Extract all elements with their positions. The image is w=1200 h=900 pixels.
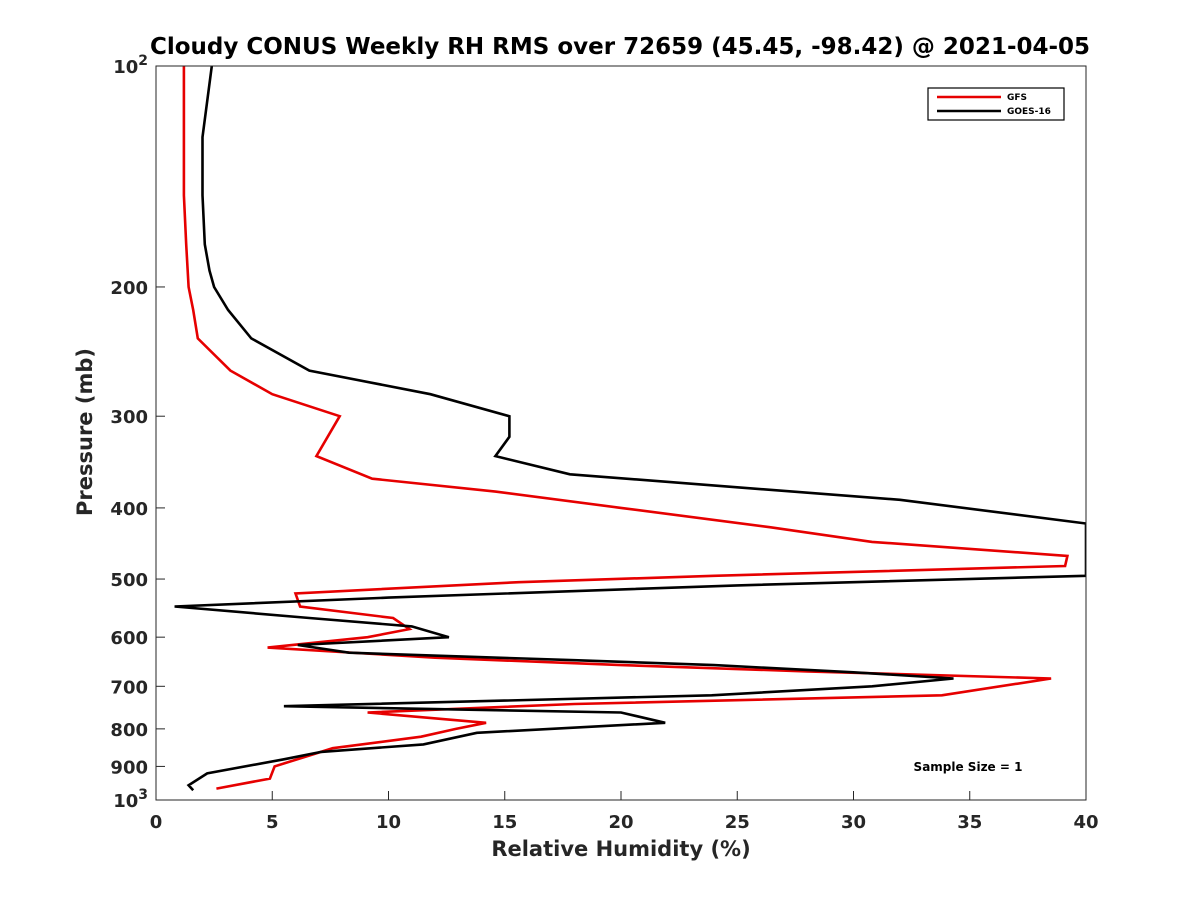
y-tick-label: 600 [110,628,148,649]
ticks-layer: 0 5 10 15 20 25 30 35 40 102 200 300 400 500 600 700 800… [110,53,1098,833]
x-tick-label: 5 [266,812,279,833]
y-tick-label: 700 [110,677,148,698]
legend-box [927,87,1065,121]
axes-frame [155,65,1087,801]
x-tick-label: 15 [492,812,517,833]
y-tick-label: 800 [110,720,148,741]
sample-size-annotation: Sample Size = 1 [914,760,1023,774]
y-tick-label: 200 [110,278,148,299]
y-tick-label: 400 [110,499,148,520]
y-axis-label: Pressure (mb) [73,348,97,516]
x-tick-label: 0 [150,812,163,833]
legend: GFS GOES-16 [927,87,1065,121]
x-tick-label: 40 [1073,812,1098,833]
series-line-goes-16 [174,66,1086,792]
legend-entry-label: GOES-16 [1007,107,1051,117]
y-tick-label: 500 [110,570,148,591]
y-tick-label: 300 [110,407,148,428]
legend-entry-label: GFS [1007,93,1027,103]
x-tick-label: 20 [608,812,633,833]
series-layer [174,66,1086,792]
y-tick-label: 103 [113,787,148,812]
y-tick-label: 900 [110,757,148,778]
y-tick-label: 102 [113,53,148,78]
x-tick-label: 35 [957,812,982,833]
x-tick-label: 25 [725,812,750,833]
chart-title: Cloudy CONUS Weekly RH RMS over 72659 (4… [150,34,1090,60]
x-tick-label: 10 [376,812,401,833]
x-tick-label: 30 [841,812,866,833]
x-axis-label: Relative Humidity (%) [491,837,750,861]
series-line-gfs [182,66,1070,790]
